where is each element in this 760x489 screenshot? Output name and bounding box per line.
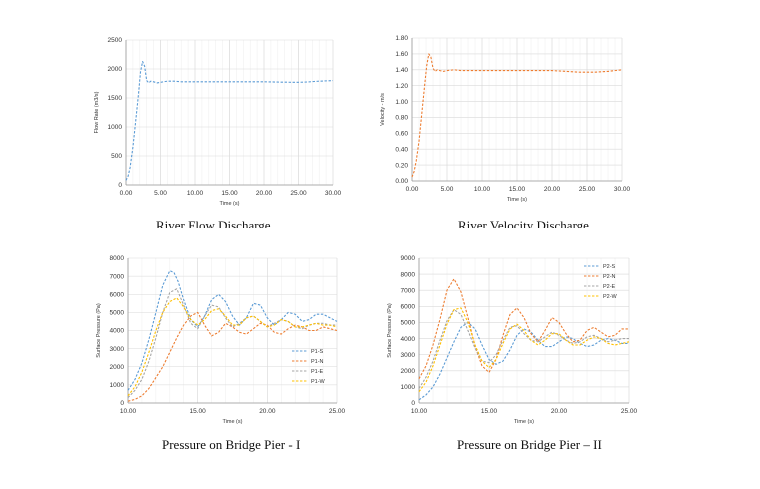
x-tick-label: 10.00 [411, 408, 428, 415]
y-tick-label: 8000 [110, 255, 125, 262]
chart-panel-2: 0.00 0.20 0.40 0.60 0.80 1.00 1.20 1.40 1.60 1.80… [380, 35, 631, 203]
y-tick-label: 0.40 [395, 146, 408, 153]
y-tick-label: 0 [120, 400, 124, 407]
series-line-p1-w [127, 297, 338, 397]
x-tick-label: 0.00 [120, 190, 133, 197]
y-tick-label: 0.20 [395, 162, 408, 169]
y-tick-label: 9000 [401, 255, 416, 262]
chart-panel-4: 0 1000 2000 3000 4000 5000 6000 7000 8000 9000 10.… [387, 255, 638, 425]
x-tick-label: 25.00 [290, 190, 307, 197]
legend-label: P1-S [311, 349, 324, 355]
x-axis-label: Time (s) [507, 197, 527, 203]
x-axis-label: Time (s) [514, 419, 534, 425]
y-tick-label: 7000 [110, 273, 125, 280]
x-tick-label: 5.00 [441, 186, 454, 193]
legend-label: P1-E [311, 369, 324, 375]
y-axis-label: Velocity - m/s [380, 93, 386, 126]
x-tick-label: 15.00 [509, 186, 526, 193]
y-tick-label: 500 [111, 153, 122, 160]
series-line-p2-s [418, 321, 629, 401]
x-tick-label: 20.00 [544, 186, 561, 193]
series-line [125, 60, 334, 181]
chart-panel-3: 0 1000 2000 3000 4000 5000 6000 7000 8000 10.00 15… [96, 255, 346, 425]
series-line [411, 53, 623, 178]
y-tick-label: 2500 [108, 37, 123, 44]
y-tick-label: 0.60 [395, 131, 408, 138]
x-tick-label: 10.00 [474, 186, 491, 193]
y-tick-label: 6000 [110, 291, 125, 298]
series-line-p1-e [127, 288, 337, 398]
x-tick-label: 15.00 [481, 408, 498, 415]
y-tick-label: 0 [118, 182, 122, 189]
x-tick-label: 25.00 [329, 408, 346, 415]
y-tick-label: 1.00 [395, 99, 408, 106]
x-tick-label: 20.00 [259, 408, 276, 415]
y-tick-label: 1500 [108, 95, 123, 102]
x-tick-label: 20.00 [256, 190, 273, 197]
y-axis-label: Flow Rate (m3/s) [94, 91, 100, 133]
x-tick-label: 10.00 [120, 408, 137, 415]
y-tick-label: 7000 [401, 287, 416, 294]
caption-flow-discharge: River Flow Discharge [156, 218, 271, 228]
chart-panel-1: 0 500 1000 1500 2000 2500 0.00 5.00 10.00 15.00 20… [94, 37, 342, 207]
series-line-p2-n [418, 278, 629, 380]
y-tick-label: 3000 [401, 352, 416, 359]
y-tick-label: 6000 [401, 304, 416, 311]
x-tick-label: 25.00 [621, 408, 638, 415]
y-tick-label: 1000 [110, 382, 125, 389]
y-tick-label: 1.60 [395, 51, 408, 58]
legend-label: P2-S [603, 264, 616, 270]
y-tick-label: 2000 [401, 368, 416, 375]
x-tick-label: 15.00 [221, 190, 238, 197]
x-tick-label: 15.00 [190, 408, 207, 415]
legend: P1-S P1-N P1-E P1-W [292, 349, 326, 385]
x-tick-label: 5.00 [154, 190, 167, 197]
caption-pressure-pier-1: Pressure on Bridge Pier - I [162, 437, 301, 452]
y-tick-label: 1000 [108, 124, 123, 131]
x-tick-label: 20.00 [551, 408, 568, 415]
x-axis-label: Time (s) [223, 419, 243, 425]
x-tick-label: 10.00 [187, 190, 204, 197]
y-tick-label: 1.20 [395, 83, 408, 90]
y-axis-label: Surface Pressure (Pa) [96, 303, 102, 358]
x-tick-label: 25.00 [579, 186, 596, 193]
y-tick-label: 5000 [401, 320, 416, 327]
caption-velocity-discharge: River Velocity Discharge [458, 218, 589, 228]
legend: P2-S P2-N P2-E P2-W [584, 264, 618, 300]
y-tick-label: 1.40 [395, 67, 408, 74]
y-tick-label: 0.80 [395, 115, 408, 122]
legend-label: P2-W [603, 294, 618, 300]
y-tick-label: 3000 [110, 346, 125, 353]
y-tick-label: 0 [411, 400, 415, 407]
y-tick-label: 1.80 [395, 35, 408, 42]
y-tick-label: 4000 [401, 336, 416, 343]
x-tick-label: 30.00 [325, 190, 342, 197]
legend-label: P1-N [311, 359, 324, 365]
legend-label: P2-N [603, 274, 616, 280]
x-tick-label: 0.00 [406, 186, 419, 193]
y-tick-label: 4000 [110, 328, 125, 335]
y-tick-label: 0.00 [395, 178, 408, 185]
legend-label: P2-E [603, 284, 616, 290]
legend-label: P1-W [311, 379, 326, 385]
y-tick-label: 5000 [110, 310, 125, 317]
series-line-p1-s [127, 270, 338, 391]
x-axis-label: Time (s) [220, 201, 240, 207]
series-line-p2-e [418, 309, 629, 389]
series-line-p2-w [418, 307, 630, 393]
y-tick-label: 8000 [401, 271, 416, 278]
y-axis-label: Surface Pressure (Pa) [387, 303, 393, 358]
caption-pressure-pier-2: Pressure on Bridge Pier – II [457, 437, 602, 452]
y-tick-label: 2000 [108, 66, 123, 73]
x-tick-label: 30.00 [614, 186, 631, 193]
y-tick-label: 1000 [401, 384, 416, 391]
y-tick-label: 2000 [110, 364, 125, 371]
